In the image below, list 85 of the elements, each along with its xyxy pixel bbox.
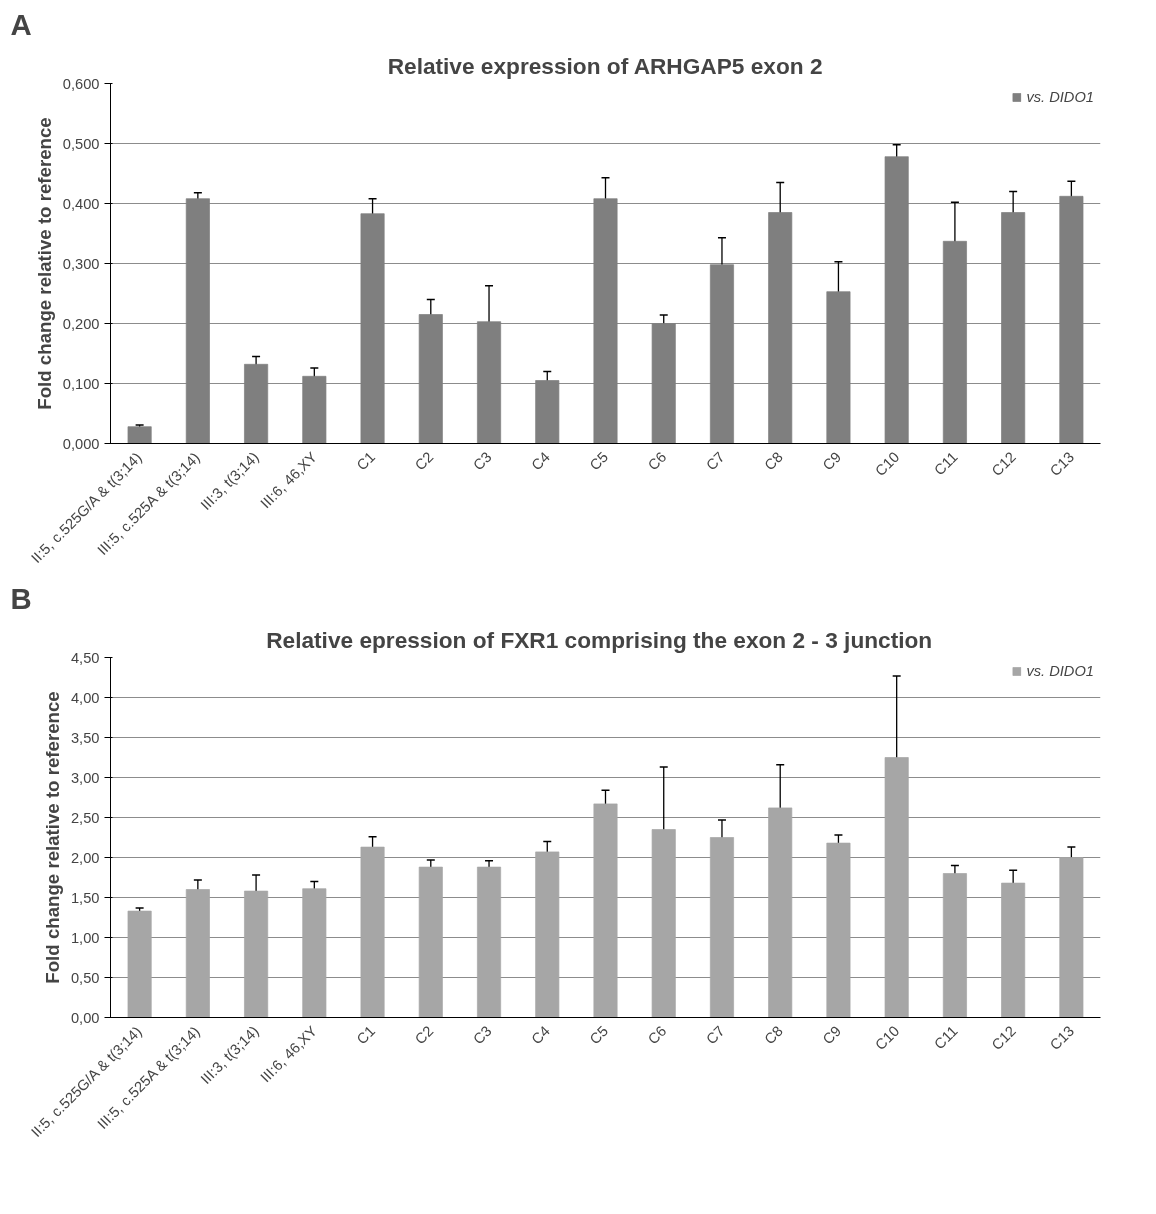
bar [709,837,734,1018]
y-tick-label: 0,50 [70,969,100,986]
bar [768,807,793,1018]
y-tick-label: 0,00 [70,1009,100,1026]
x-tick-label: C12 [988,448,1019,480]
y-tick-label: 1,00 [70,929,100,946]
y-tick-label: 0,100 [62,375,100,392]
legend-label: vs. DIDO1 [1026,663,1094,679]
y-tick-label: 0,500 [62,135,100,152]
legend-label: vs. DIDO1 [1026,89,1094,105]
bar [360,846,385,1018]
x-tick-label: C5 [586,448,612,474]
x-tick-label: C10 [872,448,903,480]
x-tick-label: C8 [761,448,786,474]
bar [1059,857,1084,1018]
bar [244,363,269,444]
bar [244,890,269,1018]
x-tick-label: C3 [470,448,495,474]
x-tick-label: C2 [411,1022,437,1048]
y-tick-label: 0,000 [62,435,100,452]
bar [651,829,676,1018]
text: B [10,581,32,615]
bar [593,803,618,1018]
bar [127,910,152,1018]
x-tick-label: C13 [1046,448,1078,480]
x-tick-label: C9 [819,448,845,474]
bar [826,842,851,1018]
bar [127,426,152,444]
bar [709,264,734,444]
chart-title: Relative expression of ARHGAP5 exon 2 [387,52,823,79]
bar [185,198,210,444]
bar [1059,195,1084,444]
y-tick-label: 3,00 [70,769,100,786]
y-tick-label: 4,00 [70,689,100,706]
x-tick-label: C8 [761,1022,786,1048]
bar [942,240,967,444]
x-tick-label: C9 [819,1022,845,1048]
x-tick-label: C7 [703,448,728,474]
bar [185,889,210,1018]
bar [593,198,618,444]
bar [884,757,909,1018]
y-tick-label: 4,50 [70,649,100,666]
x-tick-label: C4 [528,448,553,474]
bar [477,321,502,444]
x-tick-label: C11 [931,448,961,479]
bar [302,375,327,444]
y-tick-label: 0,400 [62,195,100,212]
x-tick-label: C11 [931,1022,961,1053]
y-tick-label: 2,00 [70,849,100,866]
x-tick-label: C12 [988,1022,1019,1054]
bar [535,380,560,444]
y-axis-title: Fold change relative to reference [41,691,63,984]
x-tick-label: C2 [411,448,437,474]
bar [360,213,385,444]
chart-title: Relative epression of FXR1 comprising the exon 2 - 3 junction [266,626,933,653]
y-tick-label: 2,50 [70,809,100,826]
x-tick-label: C3 [470,1022,495,1048]
bar [477,866,502,1018]
y-axis-title: Fold change relative to reference [33,117,55,410]
x-tick-label: C5 [586,1022,612,1048]
text: A [10,7,32,41]
bar [302,888,327,1018]
bar [942,873,967,1018]
bar [1001,212,1026,444]
bar [418,314,443,444]
x-tick-label: C7 [703,1022,728,1048]
x-tick-label: C4 [528,1022,553,1048]
bar [418,866,443,1018]
bar [768,212,793,444]
x-tick-label: C1 [353,448,379,474]
x-tick-label: C6 [644,448,670,474]
y-tick-label: 1,50 [70,889,100,906]
x-tick-label: C13 [1046,1022,1078,1054]
x-tick-label: C1 [353,1022,379,1048]
y-tick-label: 0,200 [62,315,100,332]
x-tick-label: C10 [872,1022,903,1054]
y-tick-label: 0,600 [62,75,100,92]
bar [651,323,676,444]
bar [535,851,560,1018]
y-tick-label: 0,300 [62,255,100,272]
bar [884,156,909,444]
bar [1001,882,1026,1018]
bar [826,291,851,444]
y-tick-label: 3,50 [70,729,100,746]
x-tick-label: C6 [644,1022,670,1048]
